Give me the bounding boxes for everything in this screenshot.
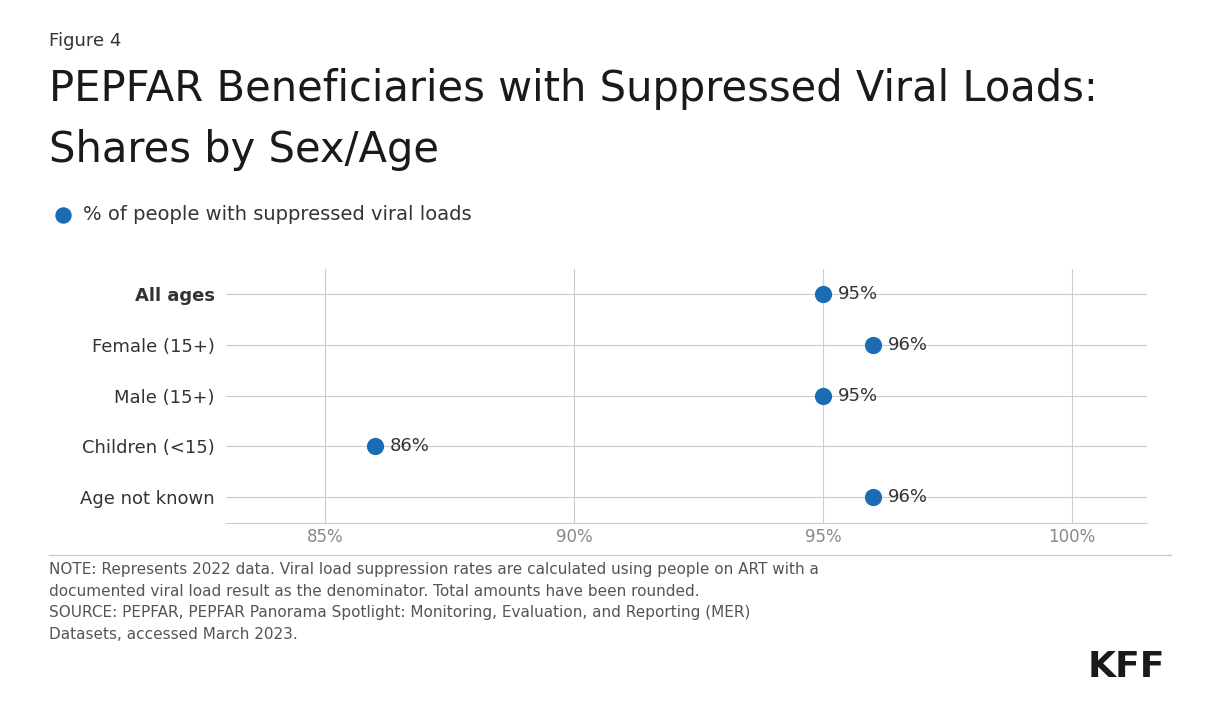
- Point: [814, 288, 833, 299]
- Point: [814, 390, 833, 401]
- Text: 95%: 95%: [838, 285, 878, 303]
- Point: [54, 209, 73, 221]
- Point: [864, 491, 883, 503]
- Point: [365, 440, 384, 453]
- Text: Figure 4: Figure 4: [49, 32, 121, 50]
- Text: 95%: 95%: [838, 387, 878, 405]
- Text: NOTE: Represents 2022 data. Viral load suppression rates are calculated using pe: NOTE: Represents 2022 data. Viral load s…: [49, 562, 819, 642]
- Text: % of people with suppressed viral loads: % of people with suppressed viral loads: [83, 205, 472, 224]
- Point: [864, 339, 883, 351]
- Text: PEPFAR Beneficiaries with Suppressed Viral Loads:: PEPFAR Beneficiaries with Suppressed Vir…: [49, 68, 1098, 110]
- Text: Shares by Sex/Age: Shares by Sex/Age: [49, 129, 439, 171]
- Text: KFF: KFF: [1087, 650, 1165, 684]
- Text: 86%: 86%: [390, 437, 429, 455]
- Text: 96%: 96%: [888, 336, 928, 354]
- Text: 96%: 96%: [888, 488, 928, 506]
